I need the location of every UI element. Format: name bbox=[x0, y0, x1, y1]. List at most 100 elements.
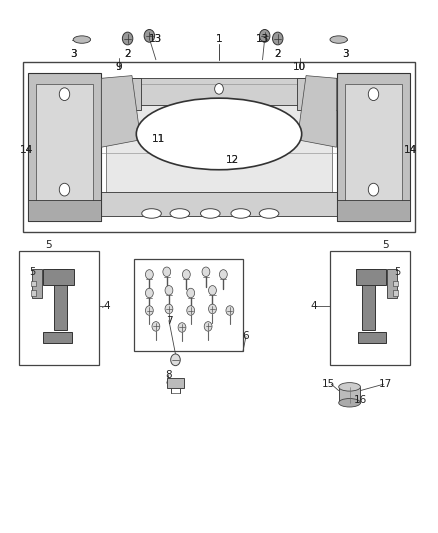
Ellipse shape bbox=[339, 399, 360, 407]
Bar bbox=[336, 200, 410, 221]
Text: 14: 14 bbox=[404, 145, 417, 155]
Circle shape bbox=[165, 304, 173, 314]
Bar bbox=[345, 84, 402, 211]
Circle shape bbox=[259, 29, 270, 42]
Text: 14: 14 bbox=[404, 145, 417, 155]
Text: 12: 12 bbox=[226, 156, 239, 165]
Text: 10: 10 bbox=[293, 62, 306, 71]
Bar bbox=[387, 269, 397, 298]
Circle shape bbox=[165, 286, 173, 295]
Text: 5: 5 bbox=[29, 267, 35, 277]
Text: 7: 7 bbox=[166, 316, 172, 326]
Text: 13: 13 bbox=[149, 34, 162, 44]
Ellipse shape bbox=[201, 209, 220, 218]
Text: 9: 9 bbox=[116, 62, 122, 71]
Text: 3: 3 bbox=[70, 50, 77, 59]
Text: 2: 2 bbox=[124, 50, 131, 59]
Circle shape bbox=[145, 288, 153, 298]
Bar bbox=[71, 192, 367, 216]
Text: 3: 3 bbox=[70, 50, 77, 59]
Text: 14: 14 bbox=[20, 145, 33, 155]
Circle shape bbox=[145, 306, 153, 316]
Circle shape bbox=[122, 32, 133, 45]
Bar bbox=[102, 78, 141, 110]
Text: 17: 17 bbox=[378, 379, 392, 389]
Circle shape bbox=[187, 288, 194, 298]
Circle shape bbox=[183, 270, 190, 279]
Bar bbox=[28, 73, 102, 221]
Circle shape bbox=[59, 183, 70, 196]
Text: 3: 3 bbox=[342, 50, 349, 59]
Bar bbox=[54, 269, 67, 330]
Circle shape bbox=[219, 270, 227, 279]
Circle shape bbox=[368, 183, 379, 196]
Bar bbox=[362, 269, 375, 330]
Bar bbox=[28, 200, 102, 221]
Bar bbox=[167, 378, 184, 389]
Circle shape bbox=[144, 29, 155, 42]
Ellipse shape bbox=[339, 383, 360, 391]
Text: 13: 13 bbox=[256, 34, 269, 44]
Circle shape bbox=[163, 267, 171, 277]
Circle shape bbox=[368, 88, 379, 101]
Text: 1: 1 bbox=[215, 34, 223, 44]
Circle shape bbox=[208, 286, 216, 295]
Bar bbox=[358, 332, 386, 343]
Ellipse shape bbox=[170, 209, 190, 218]
Text: 2: 2 bbox=[275, 50, 281, 59]
Text: 13: 13 bbox=[256, 34, 269, 44]
Circle shape bbox=[187, 306, 194, 316]
Polygon shape bbox=[102, 76, 141, 147]
Text: 8: 8 bbox=[166, 370, 172, 379]
Text: 11: 11 bbox=[152, 134, 165, 144]
Bar bbox=[339, 387, 360, 403]
Text: 2: 2 bbox=[275, 50, 281, 59]
Bar bbox=[23, 62, 415, 232]
Bar bbox=[36, 84, 93, 211]
Text: 4: 4 bbox=[103, 301, 110, 311]
Bar bbox=[43, 269, 74, 285]
Circle shape bbox=[208, 304, 216, 314]
Text: 2: 2 bbox=[124, 50, 131, 59]
Text: 14: 14 bbox=[20, 145, 33, 155]
Bar bbox=[134, 259, 243, 351]
Bar bbox=[31, 290, 36, 296]
Text: 13: 13 bbox=[149, 34, 162, 44]
Text: 5: 5 bbox=[45, 240, 52, 251]
Bar bbox=[32, 269, 42, 298]
Text: 10: 10 bbox=[293, 62, 306, 71]
Circle shape bbox=[145, 270, 153, 279]
Text: 12: 12 bbox=[226, 156, 239, 165]
Ellipse shape bbox=[330, 36, 347, 43]
Bar bbox=[106, 84, 332, 195]
Circle shape bbox=[178, 322, 186, 332]
Bar bbox=[297, 78, 336, 110]
Text: 5: 5 bbox=[394, 267, 401, 277]
Text: 6: 6 bbox=[243, 332, 249, 342]
Circle shape bbox=[215, 84, 223, 94]
Circle shape bbox=[202, 267, 210, 277]
Bar bbox=[31, 281, 36, 286]
Text: 9: 9 bbox=[116, 62, 122, 71]
Circle shape bbox=[204, 321, 212, 331]
Circle shape bbox=[272, 32, 283, 45]
Ellipse shape bbox=[142, 209, 161, 218]
Bar bbox=[392, 281, 398, 286]
Ellipse shape bbox=[73, 36, 91, 43]
Ellipse shape bbox=[259, 209, 279, 218]
Text: 16: 16 bbox=[354, 395, 367, 405]
Bar bbox=[336, 73, 410, 221]
Text: 4: 4 bbox=[311, 301, 317, 311]
Text: 3: 3 bbox=[342, 50, 349, 59]
Text: 11: 11 bbox=[152, 134, 165, 144]
Polygon shape bbox=[297, 76, 336, 147]
Bar bbox=[43, 332, 71, 343]
Bar bbox=[392, 290, 398, 296]
Ellipse shape bbox=[231, 209, 251, 218]
Circle shape bbox=[226, 306, 234, 316]
Bar bbox=[356, 269, 386, 285]
Text: 1: 1 bbox=[215, 34, 223, 44]
Ellipse shape bbox=[136, 98, 302, 169]
Text: 15: 15 bbox=[322, 379, 336, 389]
Bar bbox=[19, 251, 99, 365]
